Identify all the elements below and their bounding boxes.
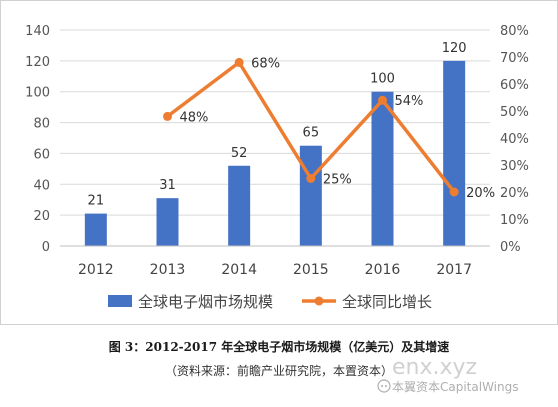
- x-tick-label: 2015: [293, 262, 329, 278]
- line-point: [163, 111, 172, 121]
- legend-line-marker: [314, 296, 324, 306]
- figure-source: （资料来源：前瞻产业研究院，本置资本）: [164, 364, 393, 378]
- y-right-tick-label: 0%: [500, 240, 521, 255]
- y-left-tick-label: 60: [33, 147, 50, 162]
- legend-bar-label: 全球电子烟市场规模: [138, 293, 273, 311]
- y-right-tick-label: 10%: [500, 213, 529, 228]
- y-left-tick-label: 20: [33, 209, 50, 224]
- y-left-tick-label: 100: [25, 86, 50, 101]
- y-right-tick-label: 80%: [500, 24, 529, 39]
- x-tick-label: 2012: [78, 262, 114, 278]
- bar: [299, 145, 322, 246]
- line-data-label: 20%: [466, 186, 495, 201]
- figure-caption: 图 3：2012-2017 年全球电子烟市场规模（亿美元）及其增速: [108, 340, 450, 354]
- x-tick-label: 2016: [365, 262, 401, 278]
- y-right-tick-label: 60%: [500, 78, 529, 93]
- bar-data-label: 65: [303, 126, 320, 141]
- y-right-tick-label: 20%: [500, 186, 529, 201]
- x-tick-label: 2017: [436, 262, 472, 278]
- line-point: [449, 187, 459, 197]
- watermark-brand: 本翼资本CapitalWings: [392, 380, 519, 394]
- bar: [443, 60, 466, 246]
- bar-data-label: 100: [370, 72, 395, 87]
- line-data-label: 25%: [323, 173, 352, 188]
- y-right-tick-label: 30%: [500, 159, 529, 174]
- legend-bar-swatch: [108, 295, 132, 307]
- wechat-icon: [377, 379, 391, 393]
- watermark-url: enx.xyz: [392, 355, 478, 380]
- legend-line-label: 全球同比增长: [342, 293, 432, 311]
- y-left-tick-label: 40: [33, 178, 50, 193]
- bar: [371, 91, 394, 246]
- y-left-tick-label: 140: [25, 24, 50, 39]
- y-left-tick-label: 120: [25, 55, 50, 70]
- bar: [156, 198, 179, 246]
- y-right-tick-label: 50%: [500, 105, 529, 120]
- line-point: [378, 95, 387, 105]
- bar: [84, 213, 107, 246]
- x-tick-label: 2014: [221, 262, 257, 278]
- x-tick-label: 2013: [150, 262, 186, 278]
- bar-data-label: 52: [231, 146, 248, 161]
- y-right-tick-label: 40%: [500, 132, 529, 147]
- y-left-tick-label: 0: [42, 240, 50, 255]
- bar-data-label: 31: [159, 178, 176, 193]
- y-right-tick-label: 70%: [500, 51, 529, 66]
- line-data-label: 54%: [395, 94, 424, 109]
- y-left-tick-label: 80: [33, 117, 50, 132]
- line-data-label: 48%: [180, 110, 209, 125]
- line-data-label: 68%: [251, 56, 280, 71]
- line-point: [306, 174, 316, 183]
- bar-data-label: 21: [88, 194, 105, 209]
- bar-data-label: 120: [442, 41, 467, 56]
- line-point: [234, 57, 244, 67]
- combo-chart: 0 20 40 60 80 100 120 140 0% 10% 20% 30% 40% 50% 60% 70…: [25, 24, 529, 311]
- bar: [228, 165, 251, 246]
